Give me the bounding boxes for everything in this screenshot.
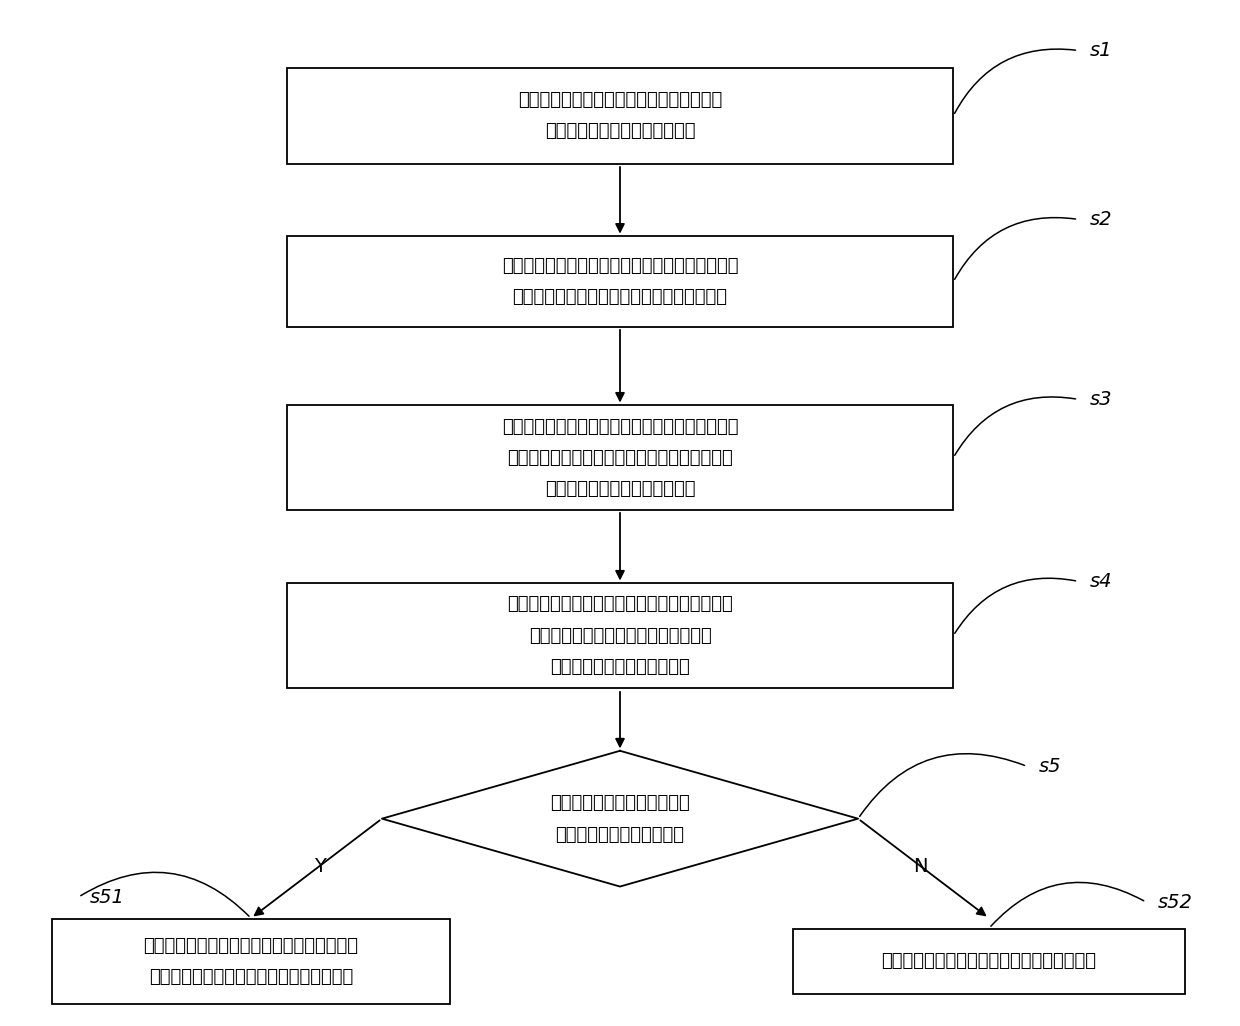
Text: s4: s4: [1090, 571, 1112, 591]
Text: 钢水的宽度模拟量与厚度模拟量: 钢水的宽度模拟量与厚度模拟量: [544, 480, 696, 498]
Text: N: N: [913, 858, 928, 876]
Text: 达到预设的钢水最大倾倒量: 达到预设的钢水最大倾倒量: [556, 826, 684, 843]
Text: s5: s5: [1039, 757, 1061, 776]
Text: 实时计算已倾倒出的钢水净重: 实时计算已倾倒出的钢水净重: [551, 658, 689, 676]
Bar: [52, 918, 450, 1004]
Text: 开始计时，计录钢包的浇注时间: 开始计时，计录钢包的浇注时间: [544, 122, 696, 141]
Text: s3: s3: [1090, 390, 1112, 409]
Text: 根据倾倒出的钢水的流速模拟量、宽度模拟量、: 根据倾倒出的钢水的流速模拟量、宽度模拟量、: [507, 595, 733, 614]
Text: s1: s1: [1090, 41, 1112, 60]
Text: Y: Y: [314, 858, 326, 876]
Text: 的滑动开口的开口度变为零，停止倾倒钢水: 的滑动开口的开口度变为零，停止倾倒钢水: [149, 968, 353, 986]
Bar: [286, 68, 954, 163]
Text: 当接收到钢包的滑动开口的开口度信号时，: 当接收到钢包的滑动开口的开口度信号时，: [518, 91, 722, 109]
Text: 在钢包浇注过程中，实时检测拉钢机上钢坯的宽度: 在钢包浇注过程中，实时检测拉钢机上钢坯的宽度: [502, 418, 738, 435]
Bar: [286, 405, 954, 511]
Text: 厚度模拟量、浇注时间以及钢水密度，: 厚度模拟量、浇注时间以及钢水密度，: [528, 627, 712, 644]
Bar: [286, 583, 954, 688]
Bar: [286, 237, 954, 327]
Text: s2: s2: [1090, 210, 1112, 229]
Text: 判断已倾倒出的钢水净重是否: 判断已倾倒出的钢水净重是否: [551, 793, 689, 812]
Text: 保持钢包的滑动开口的开口度，继续倾倒钢水: 保持钢包的滑动开口的开口度，继续倾倒钢水: [882, 952, 1096, 971]
Text: s52: s52: [1158, 893, 1193, 912]
Text: s51: s51: [91, 887, 125, 907]
Text: 向钢包的滑动开口发送闭合开口信号，使钢包: 向钢包的滑动开口发送闭合开口信号，使钢包: [144, 937, 358, 955]
Text: 在钢包浇注过程中，实时检测拉钢机的拉钢速度，: 在钢包浇注过程中，实时检测拉钢机的拉钢速度，: [502, 258, 738, 275]
Text: 与厚度，将钢坯的宽度与高度分别作为倾倒出的: 与厚度，将钢坯的宽度与高度分别作为倾倒出的: [507, 448, 733, 467]
Bar: [792, 929, 1185, 994]
Text: 并将拉钢速度作为倾倒出的钢水的流速模拟量: 并将拉钢速度作为倾倒出的钢水的流速模拟量: [512, 288, 728, 307]
